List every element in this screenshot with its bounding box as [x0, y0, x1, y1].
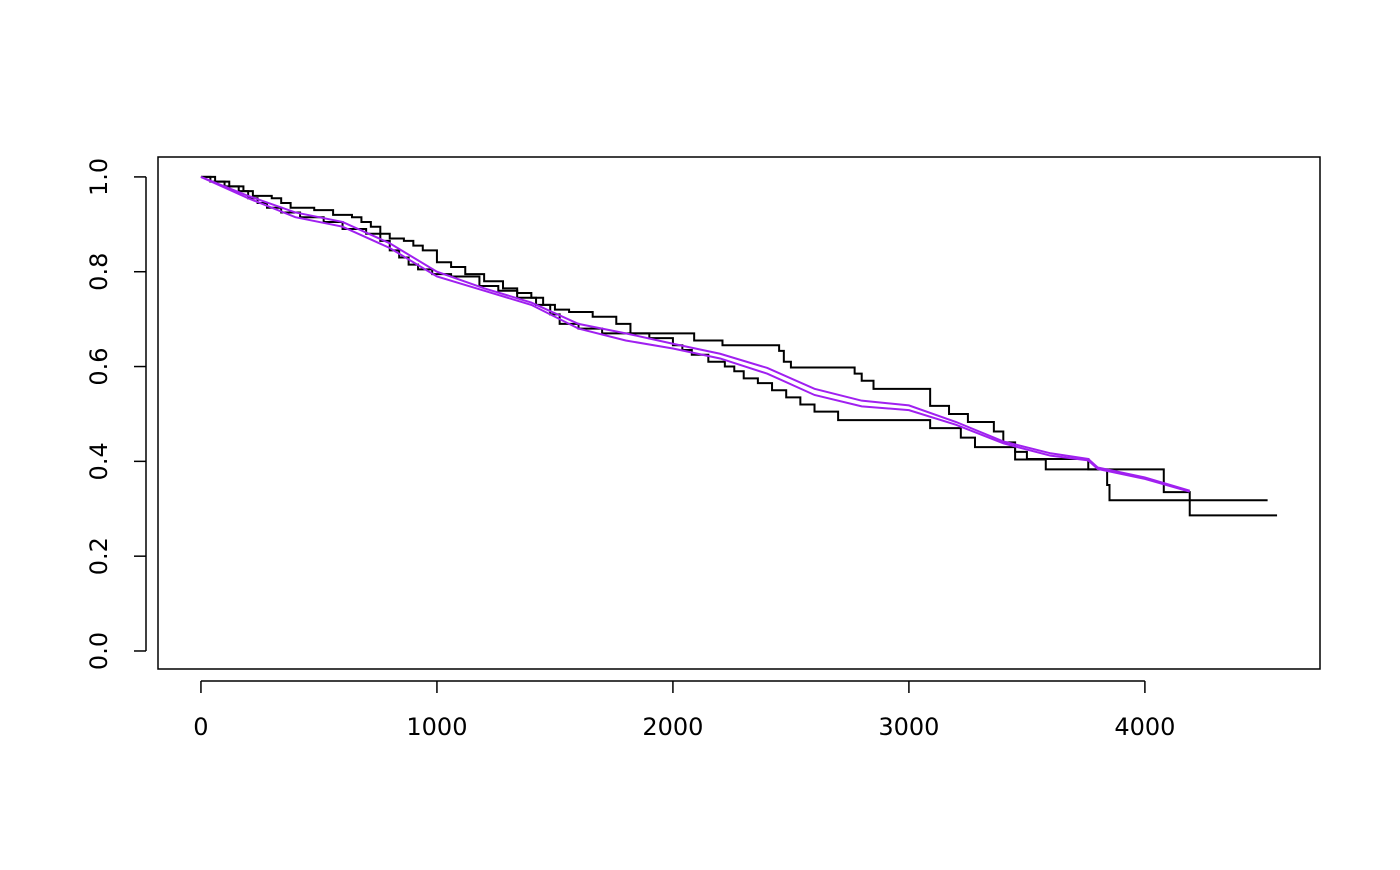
x-tick-label: 0 [193, 713, 208, 741]
survival-curve [200, 175, 1191, 492]
y-tick-label: 0.6 [85, 347, 113, 385]
x-tick-label: 4000 [1114, 713, 1175, 741]
y-tick-label: 0.8 [85, 253, 113, 291]
x-tick-label: 1000 [406, 713, 467, 741]
y-tick-label: 1.0 [85, 158, 113, 196]
plot-box [157, 156, 1321, 670]
y-tick-label: 0.0 [85, 632, 113, 670]
x-tick-label: 2000 [642, 713, 703, 741]
y-tick-label: 0.4 [85, 442, 113, 480]
survival-curve [200, 175, 1191, 493]
x-tick-label: 3000 [878, 713, 939, 741]
survival-curve [200, 175, 1268, 502]
y-tick-label: 0.2 [85, 537, 113, 575]
